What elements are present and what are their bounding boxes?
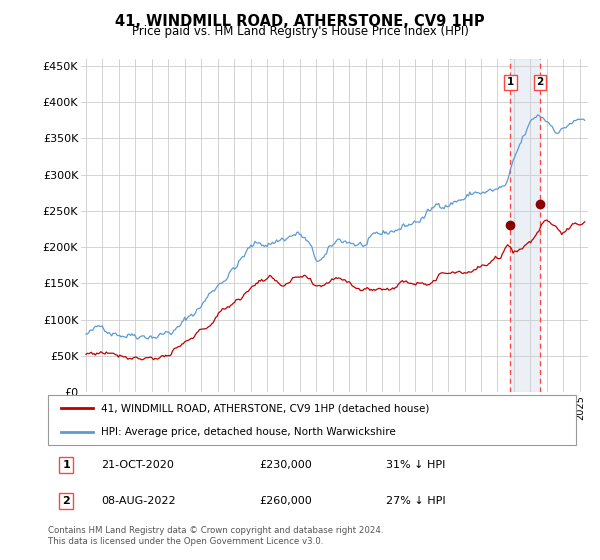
Text: Price paid vs. HM Land Registry's House Price Index (HPI): Price paid vs. HM Land Registry's House … <box>131 25 469 38</box>
Text: 21-OCT-2020: 21-OCT-2020 <box>101 460 173 470</box>
Bar <box>511 59 540 392</box>
Text: £230,000: £230,000 <box>259 460 312 470</box>
Text: 31% ↓ HPI: 31% ↓ HPI <box>386 460 445 470</box>
FancyBboxPatch shape <box>48 395 576 445</box>
Text: £260,000: £260,000 <box>259 496 312 506</box>
Text: 41, WINDMILL ROAD, ATHERSTONE, CV9 1HP: 41, WINDMILL ROAD, ATHERSTONE, CV9 1HP <box>115 14 485 29</box>
Text: HPI: Average price, detached house, North Warwickshire: HPI: Average price, detached house, Nort… <box>101 427 395 437</box>
Text: 2: 2 <box>536 77 544 87</box>
Text: 08-AUG-2022: 08-AUG-2022 <box>101 496 175 506</box>
Text: 1: 1 <box>507 77 514 87</box>
Text: Contains HM Land Registry data © Crown copyright and database right 2024.
This d: Contains HM Land Registry data © Crown c… <box>48 526 383 546</box>
Text: 41, WINDMILL ROAD, ATHERSTONE, CV9 1HP (detached house): 41, WINDMILL ROAD, ATHERSTONE, CV9 1HP (… <box>101 403 429 413</box>
Text: 2: 2 <box>62 496 70 506</box>
Text: 27% ↓ HPI: 27% ↓ HPI <box>386 496 446 506</box>
Text: 1: 1 <box>62 460 70 470</box>
